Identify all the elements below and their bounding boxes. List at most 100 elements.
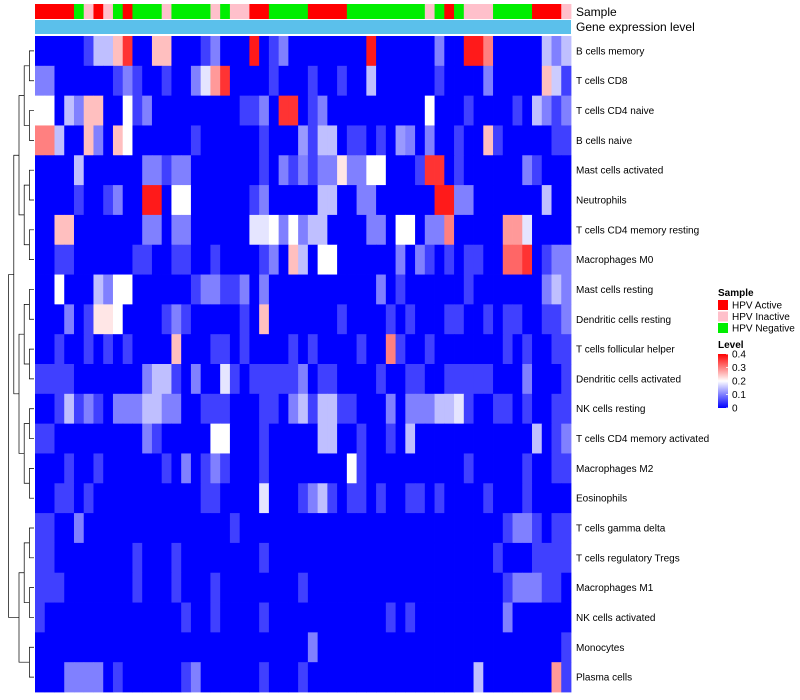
sample-annotation-cell bbox=[239, 4, 250, 19]
heatmap-cell bbox=[239, 602, 250, 633]
row-labels: B cells memory T cells CD8 T cells CD4 nai… bbox=[576, 46, 709, 683]
heatmap-cell bbox=[190, 542, 202, 574]
heatmap-cell bbox=[502, 304, 513, 335]
heatmap-cell bbox=[424, 513, 435, 544]
heatmap-cell bbox=[249, 453, 260, 484]
heatmap-cell bbox=[220, 65, 231, 97]
heatmap-cell bbox=[190, 572, 202, 603]
heatmap-cell bbox=[83, 274, 94, 305]
heatmap-cell bbox=[463, 334, 474, 365]
heatmap-cell bbox=[278, 364, 289, 395]
heatmap-cell bbox=[210, 513, 221, 544]
sample-annotation-cell bbox=[268, 4, 280, 19]
heatmap-cell bbox=[512, 304, 523, 335]
heatmap-cell bbox=[493, 95, 504, 126]
heatmap-cell bbox=[346, 95, 357, 126]
heatmap-cell bbox=[103, 542, 114, 574]
heatmap-cell bbox=[35, 334, 46, 365]
heatmap-cell bbox=[405, 65, 416, 97]
heatmap-cell bbox=[327, 95, 338, 126]
heatmap-cell bbox=[93, 155, 104, 186]
heatmap-cell bbox=[210, 185, 221, 216]
row-label: T cells CD4 memory resting bbox=[576, 225, 699, 236]
heatmap-cell bbox=[200, 185, 211, 216]
sample-annotation-cell bbox=[229, 4, 241, 19]
heatmap-cell bbox=[405, 364, 416, 395]
heatmap-cell bbox=[278, 483, 289, 514]
heatmap-cell bbox=[415, 214, 426, 246]
heatmap-cell bbox=[356, 364, 367, 395]
dendrogram-branch bbox=[23, 423, 30, 484]
heatmap-cell bbox=[415, 334, 426, 365]
heatmap-cell bbox=[541, 632, 552, 663]
heatmap-cell bbox=[259, 542, 270, 574]
row-label: Macrophages M2 bbox=[576, 464, 654, 475]
heatmap-cell bbox=[93, 185, 104, 216]
heatmap-cell bbox=[161, 453, 172, 484]
heatmap-cell bbox=[278, 95, 289, 126]
row-label: T cells regulatory Tregs bbox=[576, 553, 680, 564]
heatmap-cell bbox=[483, 602, 494, 633]
heatmap-cell bbox=[512, 572, 523, 603]
heatmap-cell bbox=[171, 602, 182, 633]
heatmap-cell bbox=[171, 513, 182, 544]
heatmap-cell bbox=[132, 95, 143, 126]
heatmap-cell bbox=[512, 334, 523, 365]
heatmap-cell bbox=[44, 393, 55, 425]
heatmap-cell bbox=[454, 95, 465, 126]
heatmap-cell bbox=[356, 423, 367, 454]
heatmap-cell bbox=[298, 185, 309, 216]
heatmap-cell bbox=[122, 393, 133, 425]
heatmap-cell bbox=[317, 214, 328, 246]
heatmap-cell bbox=[259, 602, 270, 633]
heatmap-cell bbox=[473, 423, 484, 454]
heatmap-cell bbox=[376, 364, 387, 395]
heatmap-cell bbox=[229, 453, 241, 484]
heatmap-cell bbox=[561, 65, 572, 97]
heatmap-cell bbox=[259, 483, 270, 514]
heatmap-cell bbox=[181, 572, 192, 603]
heatmap-cell bbox=[454, 572, 465, 603]
heatmap-cell bbox=[522, 453, 533, 484]
heatmap-cell bbox=[522, 483, 533, 514]
heatmap-cell bbox=[122, 662, 133, 693]
heatmap-cell bbox=[561, 334, 572, 365]
heatmap-cell bbox=[181, 602, 192, 633]
heatmap-cell bbox=[278, 65, 289, 97]
heatmap-cell bbox=[249, 125, 260, 156]
heatmap-cell bbox=[463, 542, 474, 574]
heatmap-cell bbox=[502, 185, 513, 216]
heatmap-cell bbox=[551, 244, 562, 275]
sample-annotation-cell bbox=[327, 4, 338, 19]
heatmap-cell bbox=[385, 334, 396, 365]
heatmap-cell bbox=[444, 662, 455, 693]
heatmap-cell bbox=[444, 274, 455, 305]
heatmap-cell bbox=[463, 65, 474, 97]
heatmap-cell bbox=[220, 453, 231, 484]
heatmap-cell bbox=[346, 244, 357, 275]
heatmap-cell bbox=[434, 662, 445, 693]
heatmap-cell bbox=[239, 65, 250, 97]
heatmap-cell bbox=[64, 453, 75, 484]
sample-annotation-cell bbox=[502, 4, 513, 19]
heatmap-cell bbox=[366, 95, 377, 126]
heatmap-cell bbox=[561, 244, 572, 275]
heatmap-cell bbox=[239, 214, 250, 246]
heatmap-cell bbox=[122, 423, 133, 454]
heatmap-cell bbox=[190, 513, 202, 544]
heatmap-cell bbox=[561, 185, 572, 216]
heatmap-cell bbox=[541, 542, 552, 574]
heatmap-cell bbox=[112, 483, 124, 514]
sample-annotation-cell bbox=[561, 4, 572, 19]
heatmap-cell bbox=[541, 662, 552, 693]
heatmap-cell bbox=[346, 304, 357, 335]
heatmap-cell bbox=[103, 632, 114, 663]
heatmap-cell bbox=[229, 423, 241, 454]
heatmap-cell bbox=[376, 662, 387, 693]
heatmap-cell bbox=[376, 36, 387, 67]
heatmap-cell bbox=[151, 185, 163, 216]
heatmap-cell bbox=[112, 334, 124, 365]
heatmap-cell bbox=[307, 483, 319, 514]
heatmap-cell bbox=[229, 95, 241, 126]
heatmap-cell bbox=[366, 542, 377, 574]
